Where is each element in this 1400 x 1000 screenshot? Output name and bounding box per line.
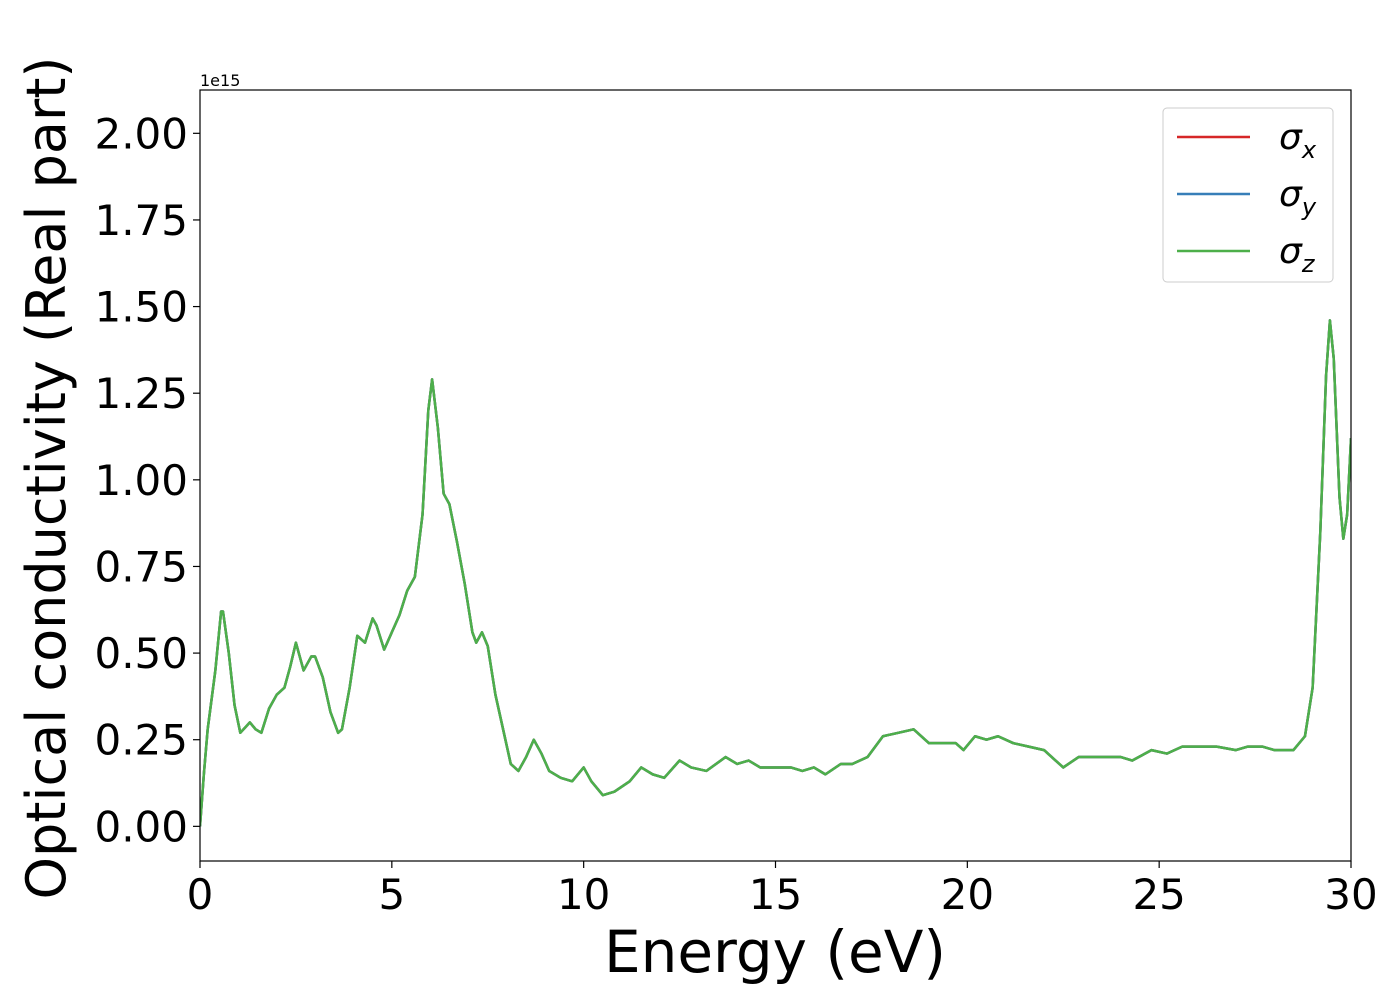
x-tick-label: 25 [1132, 870, 1185, 919]
y-axis-label: Optical conductivity (Real part) [15, 57, 78, 900]
x-tick-label: 0 [187, 870, 214, 919]
legend-label: σx [1279, 117, 1317, 164]
y-tick-label: 0.00 [94, 802, 188, 851]
x-tick-label: 15 [749, 870, 802, 919]
y-tick-label: 0.75 [94, 542, 188, 591]
legend-label: σy [1279, 174, 1317, 221]
x-tick-label: 30 [1324, 870, 1377, 919]
x-tick-label: 5 [378, 870, 405, 919]
plot-frame [199, 89, 1352, 862]
y-offset-label: 1e15 [200, 71, 240, 90]
x-axis-label: Energy (eV) [604, 918, 946, 986]
y-tick-label: 1.00 [94, 456, 188, 505]
y-tick-label: 0.50 [94, 629, 188, 678]
series-line [200, 319, 1351, 827]
x-tick-label: 10 [557, 870, 610, 919]
x-tick-label: 20 [941, 870, 994, 919]
legend-label: σz [1279, 231, 1316, 278]
y-tick-label: 0.25 [94, 716, 188, 765]
y-tick-label: 1.50 [94, 283, 188, 332]
series-line [200, 319, 1351, 827]
y-tick-label: 2.00 [94, 109, 188, 158]
y-tick-label: 1.75 [94, 196, 188, 245]
series-line [200, 319, 1351, 827]
y-tick-label: 1.25 [94, 369, 188, 418]
